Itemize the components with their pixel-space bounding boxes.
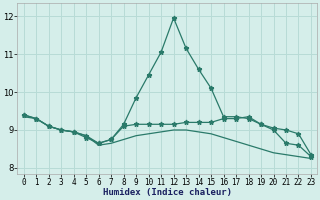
X-axis label: Humidex (Indice chaleur): Humidex (Indice chaleur) bbox=[103, 188, 232, 197]
